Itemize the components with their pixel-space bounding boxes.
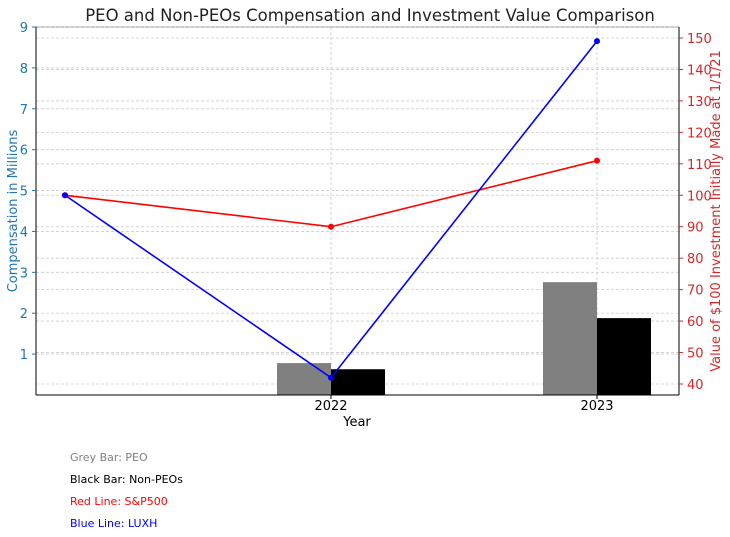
tick-label-left-3: 3 bbox=[20, 266, 28, 281]
tick-label-left-8: 8 bbox=[20, 62, 28, 77]
point-luxh-2022 bbox=[328, 374, 334, 381]
tick-label-right-120: 120 bbox=[687, 126, 712, 141]
tick-label-x-2022: 2022 bbox=[314, 399, 347, 414]
tick-label-left-5: 5 bbox=[20, 185, 28, 200]
legend-peo: Grey Bar: PEO bbox=[70, 451, 148, 464]
point-sp500-2022 bbox=[328, 223, 334, 230]
tick-label-right-70: 70 bbox=[687, 284, 704, 299]
tick-label-right-80: 80 bbox=[687, 252, 704, 267]
tick-label-right-150: 150 bbox=[687, 32, 712, 47]
legend-sp500: Red Line: S&P500 bbox=[70, 495, 168, 508]
point-sp500-2023 bbox=[594, 157, 600, 164]
tick-label-right-140: 140 bbox=[687, 63, 712, 78]
tick-label-right-60: 60 bbox=[687, 315, 704, 330]
bar-non-peos-2023 bbox=[597, 318, 651, 395]
point-luxh-2021 bbox=[62, 192, 68, 199]
x-axis-label: Year bbox=[342, 415, 371, 430]
tick-label-right-40: 40 bbox=[687, 378, 704, 393]
tick-label-left-4: 4 bbox=[20, 225, 28, 240]
chart-title: PEO and Non-PEOs Compensation and Invest… bbox=[85, 6, 655, 25]
tick-label-left-9: 9 bbox=[20, 21, 28, 36]
bar-non-peos-2022 bbox=[331, 369, 385, 395]
tick-label-right-100: 100 bbox=[687, 189, 712, 204]
tick-label-right-130: 130 bbox=[687, 95, 712, 110]
tick-label-left-2: 2 bbox=[20, 307, 28, 322]
legend-luxh: Blue Line: LUXH bbox=[70, 517, 158, 530]
y-axis-label-left: Compensation in Millions bbox=[6, 129, 21, 292]
bar-peo-2023 bbox=[543, 282, 597, 395]
tick-label-left-1: 1 bbox=[20, 348, 28, 363]
tick-label-right-90: 90 bbox=[687, 221, 704, 236]
tick-label-left-7: 7 bbox=[20, 103, 28, 118]
tick-label-x-2023: 2023 bbox=[580, 399, 613, 414]
point-luxh-2023 bbox=[594, 38, 600, 45]
tick-label-right-50: 50 bbox=[687, 347, 704, 362]
tick-label-right-110: 110 bbox=[687, 158, 712, 173]
bar-peo-2022 bbox=[277, 363, 331, 395]
legend-non-peos: Black Bar: Non-PEOs bbox=[70, 473, 183, 486]
tick-label-left-6: 6 bbox=[20, 144, 28, 159]
y-axis-label-right: Value of $100 Investment Initially Made … bbox=[709, 50, 724, 372]
